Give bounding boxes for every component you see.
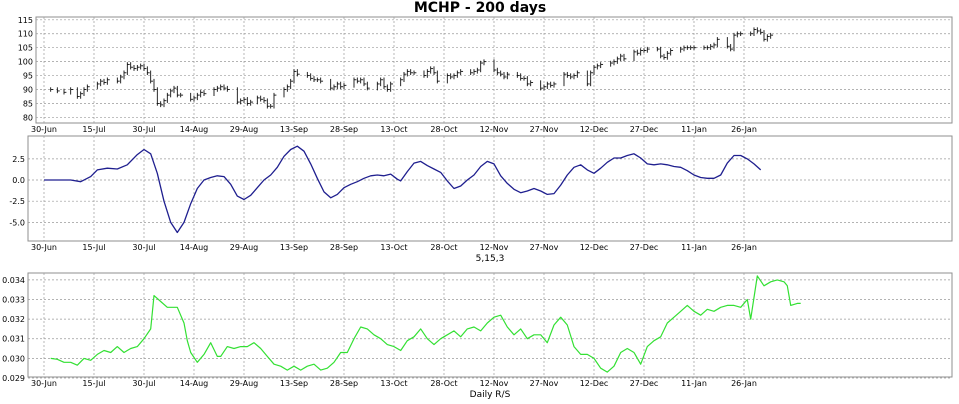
x-tick-label: 14-Aug bbox=[180, 243, 209, 252]
x-tick-label: 30-Jun bbox=[31, 243, 57, 252]
oscillator-line bbox=[44, 145, 762, 234]
y-tick-label: -2.5 bbox=[9, 197, 25, 206]
y-tick-label: 85 bbox=[23, 99, 33, 108]
x-tick-label: 13-Sep bbox=[280, 379, 308, 388]
y-tick-label: 115 bbox=[18, 16, 33, 25]
x-tick-label: 27-Dec bbox=[630, 379, 659, 388]
chart-title: MCHP - 200 days bbox=[414, 0, 546, 16]
x-tick-label: 15-Jul bbox=[82, 379, 105, 388]
y-tick-label: 2.5 bbox=[12, 155, 25, 164]
x-tick-label: 29-Aug bbox=[230, 243, 259, 252]
x-tick-label: 29-Aug bbox=[230, 379, 259, 388]
x-tick-label: 11-Jan bbox=[681, 379, 707, 388]
plot-frame bbox=[27, 135, 953, 242]
x-tick-label: 30-Jul bbox=[132, 243, 155, 252]
x-tick-label: 14-Aug bbox=[180, 379, 209, 388]
x-tick-label: 14-Aug bbox=[180, 125, 209, 134]
x-tick-label: 13-Sep bbox=[280, 243, 308, 252]
x-tick-label: 12-Nov bbox=[480, 243, 509, 252]
x-tick-label: 30-Jun bbox=[31, 379, 57, 388]
x-tick-label: 27-Nov bbox=[530, 379, 559, 388]
x-tick-label: 12-Dec bbox=[580, 243, 609, 252]
x-tick-label: 27-Dec bbox=[630, 125, 659, 134]
x-tick-label: 12-Nov bbox=[480, 125, 509, 134]
relative-strength-line bbox=[50, 275, 801, 373]
y-tick-label: 0.032 bbox=[2, 315, 25, 324]
x-tick-label: 28-Oct bbox=[430, 125, 457, 134]
x-tick-label: 27-Dec bbox=[630, 243, 659, 252]
x-tick-label: 28-Oct bbox=[430, 243, 457, 252]
x-tick-label: 30-Jun bbox=[31, 125, 57, 134]
y-tick-label: 0.0 bbox=[12, 176, 25, 185]
x-tick-label: 27-Nov bbox=[530, 125, 559, 134]
y-tick-label: 105 bbox=[18, 44, 33, 53]
x-tick-label: 30-Jul bbox=[132, 125, 155, 134]
x-tick-label: 28-Sep bbox=[330, 125, 358, 134]
x-tick-label: 30-Jul bbox=[132, 379, 155, 388]
y-tick-label: 0.034 bbox=[2, 276, 25, 285]
x-tick-label: 11-Jan bbox=[681, 243, 707, 252]
x-tick-label: 28-Sep bbox=[330, 243, 358, 252]
panel-caption: Daily R/S bbox=[470, 390, 511, 400]
x-tick-label: 15-Jul bbox=[82, 243, 105, 252]
y-tick-label: 0.033 bbox=[2, 295, 25, 304]
x-tick-label: 13-Oct bbox=[380, 379, 407, 388]
x-tick-label: 26-Jan bbox=[731, 243, 757, 252]
y-tick-label: 0.031 bbox=[2, 335, 25, 344]
y-tick-label: 80 bbox=[23, 113, 33, 122]
y-tick-label: 95 bbox=[23, 72, 33, 81]
x-tick-label: 28-Sep bbox=[330, 379, 358, 388]
y-tick-label: 0.029 bbox=[2, 374, 25, 383]
x-tick-label: 28-Oct bbox=[430, 379, 457, 388]
y-tick-label: -5.0 bbox=[9, 218, 25, 227]
y-tick-label: 0.030 bbox=[2, 354, 25, 363]
x-tick-label: 12-Dec bbox=[580, 379, 609, 388]
x-tick-label: 26-Jan bbox=[731, 125, 757, 134]
x-tick-label: 27-Nov bbox=[530, 243, 559, 252]
panel-caption: 5,15,3 bbox=[476, 254, 505, 264]
relative-strength-panel: 30-Jun 15-Jul 30-Jul 14-Aug 29-Aug 13-Sep 28-S… bbox=[2, 272, 953, 400]
x-tick-label: 11-Jan bbox=[681, 125, 707, 134]
oscillator-panel: 30-Jun 15-Jul 30-Jul 14-Aug 29-Aug 13-Sep 28-S… bbox=[9, 135, 953, 264]
x-tick-label: 26-Jan bbox=[731, 379, 757, 388]
x-tick-label: 13-Oct bbox=[380, 243, 407, 252]
plot-frame bbox=[27, 272, 953, 378]
x-tick-label: 29-Aug bbox=[230, 125, 259, 134]
x-tick-label: 13-Sep bbox=[280, 125, 308, 134]
price-panel: 30-Jun 15-Jul 30-Jul 14-Aug 29-Aug 13-Sep 28-S… bbox=[18, 16, 953, 134]
x-tick-label: 12-Nov bbox=[480, 379, 509, 388]
x-tick-label: 12-Dec bbox=[580, 125, 609, 134]
y-tick-label: 100 bbox=[18, 58, 33, 67]
y-tick-label: 110 bbox=[18, 30, 33, 39]
y-tick-label: 90 bbox=[23, 86, 33, 95]
x-tick-label: 13-Oct bbox=[380, 125, 407, 134]
x-tick-label: 15-Jul bbox=[82, 125, 105, 134]
